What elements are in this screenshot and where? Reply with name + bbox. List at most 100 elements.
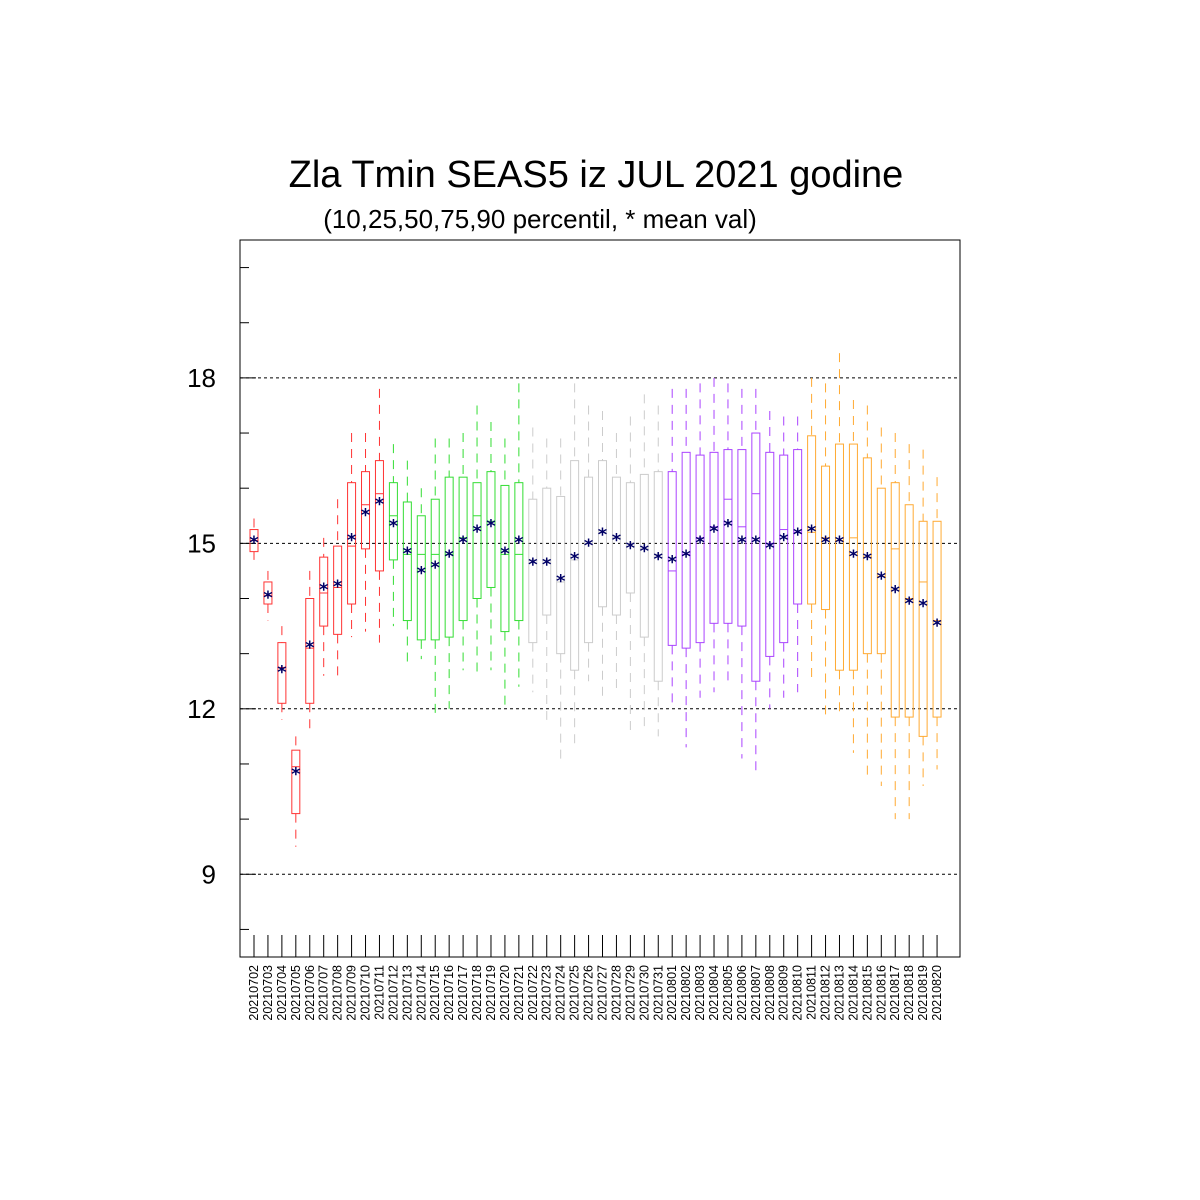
x-tick-label-20210716: 20210716 (442, 965, 456, 1021)
x-tick-label-20210815: 20210815 (860, 965, 874, 1021)
x-tick-label-20210722: 20210722 (526, 965, 540, 1021)
box-20210726 (584, 405, 594, 682)
x-tick-label-20210818: 20210818 (902, 965, 916, 1021)
box-iqr (653, 471, 663, 682)
box-20210720 (500, 438, 510, 709)
box-iqr (514, 482, 524, 622)
box-20210817 (890, 433, 900, 820)
mean-marker-20210812: * (821, 533, 831, 554)
box-iqr (416, 515, 426, 641)
box-20210705 (291, 736, 301, 847)
mean-marker-20210810: * (793, 524, 803, 545)
mean-marker-20210725: * (570, 549, 580, 570)
box-20210725 (570, 383, 580, 748)
mean-marker-20210712: * (389, 516, 399, 537)
box-iqr (667, 471, 677, 646)
box-iqr (277, 642, 287, 704)
mean-marker-20210807: * (751, 533, 761, 554)
mean-marker-20210726: * (584, 535, 594, 556)
mean-marker-20210705: * (291, 764, 301, 785)
box-iqr (625, 482, 635, 594)
box-20210801 (667, 388, 677, 709)
mean-marker-20210802: * (681, 546, 691, 567)
box-20210805 (723, 383, 733, 687)
mean-marker-20210805: * (723, 516, 733, 537)
x-tick-label-20210704: 20210704 (275, 965, 289, 1021)
x-tick-label-20210817: 20210817 (888, 965, 902, 1021)
box-20210723 (542, 438, 552, 720)
x-tick-label-20210721: 20210721 (512, 965, 526, 1021)
box-iqr (472, 482, 482, 599)
box-20210731 (653, 405, 663, 737)
box-20210702 (249, 518, 259, 560)
box-iqr (834, 443, 844, 671)
box-20210818 (904, 444, 914, 820)
x-tick-label-20210728: 20210728 (609, 965, 623, 1021)
box-iqr (779, 454, 789, 644)
mean-marker-20210806: * (737, 533, 747, 554)
y-tick-label-12: 12 (187, 694, 216, 724)
mean-marker-20210815: * (863, 549, 873, 570)
x-tick-label-20210713: 20210713 (400, 965, 414, 1021)
mean-marker-20210818: * (904, 593, 914, 614)
mean-marker-20210708: * (333, 577, 343, 598)
x-tick-label-20210712: 20210712 (386, 965, 400, 1021)
x-tick-label-20210810: 20210810 (791, 965, 805, 1021)
box-iqr (430, 498, 440, 641)
x-tick-label-20210706: 20210706 (303, 965, 317, 1021)
x-tick-label-20210702: 20210702 (247, 965, 261, 1021)
mean-marker-20210719: * (486, 516, 496, 537)
mean-markers: ****** ******* **** **** ***** * * * * * *** ** * * * *… (249, 494, 942, 785)
box-iqr (611, 476, 621, 616)
chart-title: Zla Tmin SEAS5 iz JUL 2021 godine (289, 154, 904, 196)
mean-marker-20210713: * (403, 544, 413, 565)
mean-marker-20210717: * (458, 533, 468, 554)
mean-marker-20210709: * (347, 530, 357, 551)
mean-marker-20210714: * (417, 563, 427, 584)
x-tick-label-20210814: 20210814 (846, 965, 860, 1021)
box-iqr (444, 476, 454, 638)
box-iqr (598, 460, 607, 608)
box-iqr (556, 495, 566, 655)
x-axis: 20210702 20210703 20210704 20210705 20210706… (247, 935, 944, 1021)
x-tick-label-20210809: 20210809 (777, 965, 791, 1021)
x-tick-label-20210717: 20210717 (456, 965, 470, 1021)
box-20210807 (751, 388, 761, 775)
box-20210724 (556, 438, 566, 764)
box-20210714 (416, 488, 426, 660)
box-iqr (807, 435, 817, 605)
x-tick-label-20210813: 20210813 (832, 965, 846, 1021)
x-tick-label-20210820: 20210820 (930, 965, 944, 1021)
x-tick-label-20210816: 20210816 (874, 965, 888, 1021)
mean-marker-20210724: * (556, 571, 566, 592)
box-iqr (765, 451, 775, 657)
x-tick-label-20210714: 20210714 (414, 965, 428, 1021)
y-tick-label-15: 15 (187, 528, 216, 558)
mean-marker-20210728: * (612, 530, 622, 551)
x-tick-label-20210806: 20210806 (735, 965, 749, 1021)
box-iqr (528, 498, 538, 644)
x-tick-label-20210708: 20210708 (331, 965, 345, 1021)
box-20210812 (821, 383, 831, 715)
box-20210707 (319, 537, 329, 676)
mean-marker-20210820: * (932, 615, 942, 636)
box-20210727 (598, 410, 607, 698)
box-iqr (305, 598, 315, 704)
box-20210706 (305, 570, 315, 731)
box-iqr (388, 482, 398, 561)
box-iqr (709, 451, 719, 624)
mean-marker-20210811: * (807, 522, 817, 543)
box-iqr (848, 443, 858, 671)
box-20210802 (681, 388, 691, 748)
x-tick-label-20210808: 20210808 (763, 965, 777, 1021)
x-tick-label-20210724: 20210724 (554, 965, 568, 1021)
box-iqr (904, 504, 914, 718)
x-tick-label-20210726: 20210726 (582, 965, 596, 1021)
x-tick-label-20210802: 20210802 (679, 965, 693, 1021)
x-tick-label-20210807: 20210807 (749, 965, 763, 1021)
mean-marker-20210803: * (695, 533, 705, 554)
box-iqr (793, 449, 803, 605)
mean-marker-20210801: * (667, 552, 677, 573)
mean-marker-20210722: * (528, 555, 538, 576)
box-20210716 (444, 438, 454, 709)
